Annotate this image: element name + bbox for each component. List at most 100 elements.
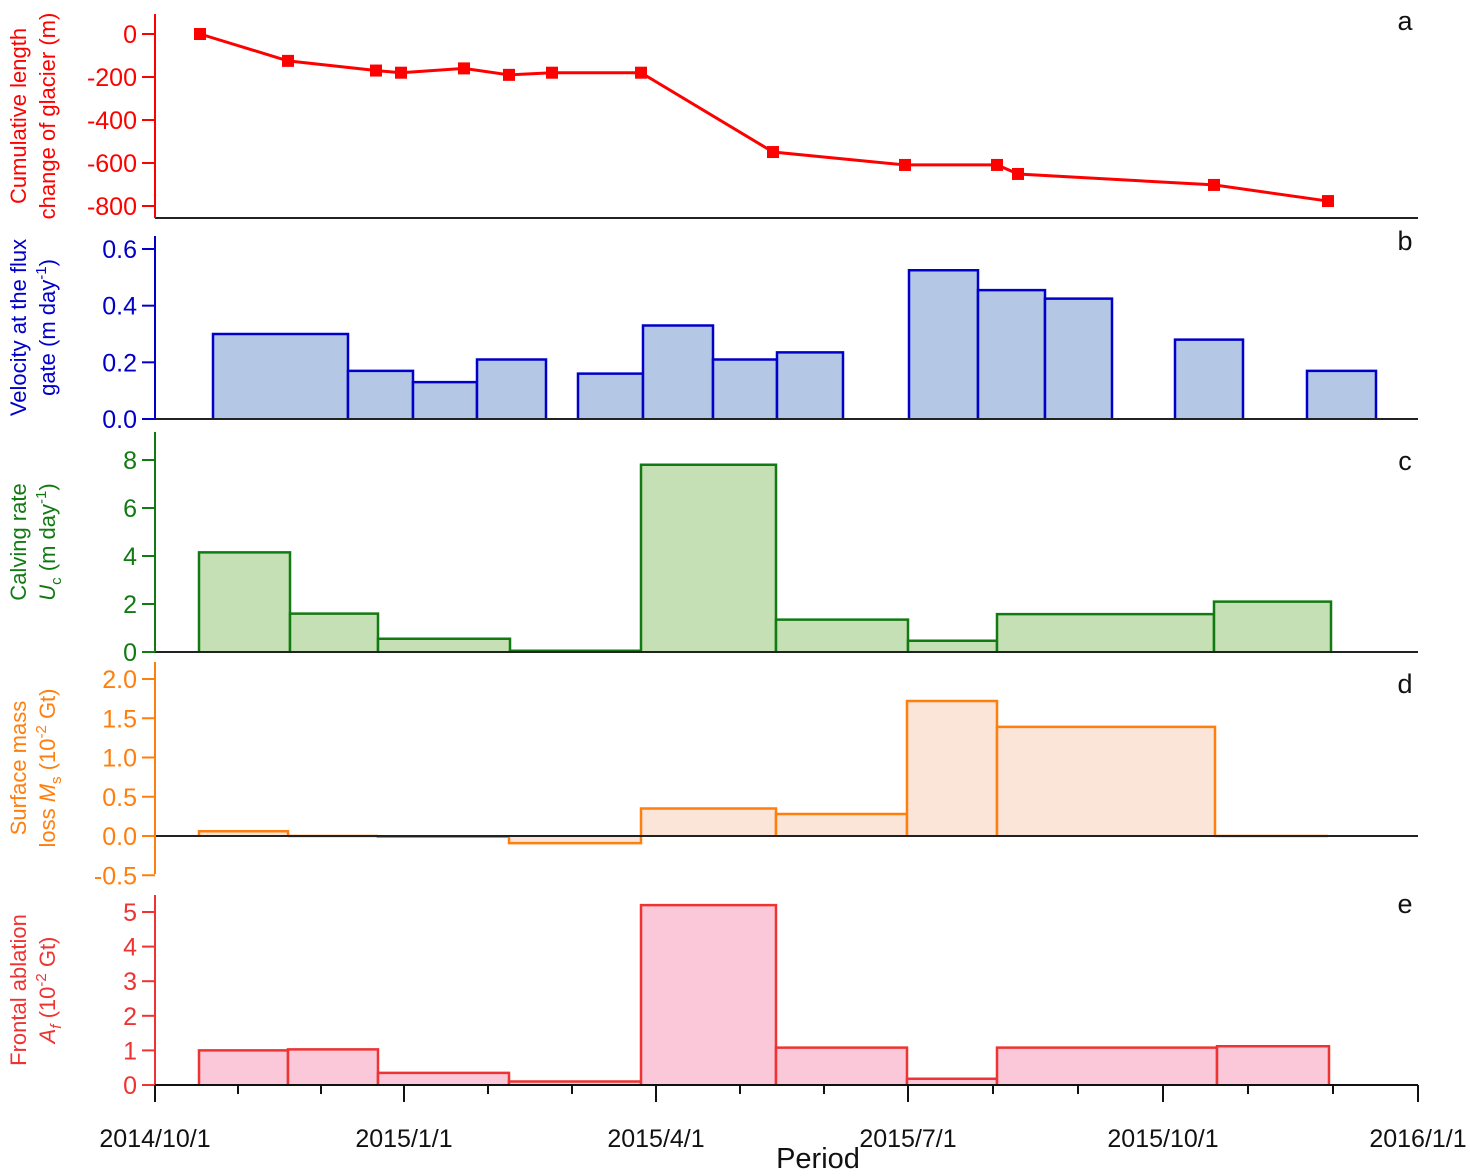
y-tick-label: 0 bbox=[123, 21, 137, 49]
data-marker bbox=[546, 66, 558, 79]
y-axis-label: Cumulative length bbox=[6, 28, 31, 204]
data-marker bbox=[1012, 167, 1024, 180]
data-marker bbox=[458, 62, 470, 75]
panel-c: 0 2 4 6 8 Calving rate Uc (m day-1) c bbox=[6, 432, 1418, 667]
data-marker bbox=[503, 68, 515, 81]
bar bbox=[713, 359, 777, 419]
y-axis-label: Af (10-2 Gt) bbox=[33, 937, 65, 1046]
data-marker bbox=[899, 158, 911, 171]
y-tick-label: 1.5 bbox=[102, 705, 137, 733]
bar bbox=[199, 831, 288, 836]
y-tick-label: 0.6 bbox=[102, 236, 137, 264]
y-tick-label: 0 bbox=[123, 1072, 137, 1100]
x-tick-label: 2015/4/1 bbox=[607, 1125, 704, 1153]
y-tick-label: 4 bbox=[123, 934, 137, 962]
bar bbox=[641, 905, 776, 1085]
bar bbox=[908, 640, 997, 652]
data-marker bbox=[1208, 178, 1220, 191]
bar bbox=[997, 726, 1215, 836]
bar bbox=[509, 1081, 641, 1085]
panel-e: 0 1 2 3 4 5 Frontal ablation Af (10-2 Gt) e bbox=[6, 889, 1418, 1100]
bar bbox=[578, 373, 643, 419]
y-tick-label: 2.0 bbox=[102, 666, 137, 694]
y-tick-label: 6 bbox=[123, 495, 137, 523]
y-tick-label: 2 bbox=[123, 591, 137, 619]
bar bbox=[997, 1047, 1217, 1085]
bar bbox=[909, 270, 978, 419]
length-change-line bbox=[199, 32, 1329, 203]
y-tick-label: 0.4 bbox=[102, 293, 137, 321]
bar bbox=[213, 334, 348, 419]
panel-letter: d bbox=[1397, 669, 1412, 699]
x-axis: 2014/10/1 2015/1/1 2015/4/1 2015/7/1 2015/10… bbox=[99, 1084, 1467, 1175]
bar bbox=[907, 700, 997, 836]
bar bbox=[199, 1050, 288, 1085]
bar bbox=[199, 552, 290, 652]
bar bbox=[348, 370, 413, 419]
y-tick-label: -600 bbox=[87, 150, 137, 178]
bar bbox=[477, 359, 546, 419]
bar bbox=[907, 1078, 997, 1085]
y-tick-label: 4 bbox=[123, 543, 137, 571]
data-marker bbox=[194, 28, 206, 40]
y-axis-label: gate (m day-1) bbox=[33, 259, 60, 396]
bar bbox=[641, 808, 776, 836]
x-tick-label: 2014/10/1 bbox=[99, 1125, 210, 1153]
data-marker bbox=[395, 66, 407, 79]
x-tick-label: 2015/10/1 bbox=[1107, 1125, 1218, 1153]
panel-letter: c bbox=[1398, 446, 1412, 476]
y-axis-label: loss Ms (10-2 Gt) bbox=[33, 688, 65, 847]
bar bbox=[777, 352, 843, 419]
x-tick-label: 2015/1/1 bbox=[355, 1125, 452, 1153]
panel-d: -0.5 0.0 0.5 1.0 1.5 2.0 Surface mass loss Ms (… bbox=[6, 662, 1418, 890]
y-axis-label: Frontal ablation bbox=[6, 914, 31, 1066]
data-marker bbox=[767, 146, 779, 159]
bar bbox=[978, 290, 1045, 419]
y-tick-label: -800 bbox=[87, 193, 137, 221]
x-tick-label: 2015/7/1 bbox=[859, 1125, 956, 1153]
bar bbox=[288, 1049, 378, 1085]
bar bbox=[641, 464, 776, 652]
y-tick-label: -0.5 bbox=[94, 862, 137, 890]
y-axis-label: change of glacier (m) bbox=[35, 13, 60, 220]
bar bbox=[1217, 1046, 1329, 1085]
bar bbox=[1045, 298, 1112, 419]
bar bbox=[997, 614, 1214, 652]
bar bbox=[378, 638, 510, 652]
y-tick-label: 8 bbox=[123, 447, 137, 475]
data-marker bbox=[991, 158, 1003, 171]
bar bbox=[776, 619, 908, 652]
y-tick-label: 3 bbox=[123, 968, 137, 996]
y-axis-label: Calving rate bbox=[6, 483, 31, 600]
panel-a: 0 -200 -400 -600 -800 Cumulative length change… bbox=[6, 6, 1418, 221]
bar bbox=[643, 325, 713, 419]
y-axis-label: Velocity at the flux bbox=[6, 239, 31, 416]
y-tick-label: 2 bbox=[123, 1003, 137, 1031]
bar bbox=[776, 814, 907, 836]
data-marker bbox=[1322, 195, 1334, 208]
y-tick-label: 0.0 bbox=[102, 823, 137, 851]
y-tick-label: 1 bbox=[123, 1037, 137, 1065]
y-tick-label: -400 bbox=[87, 107, 137, 135]
panel-letter: a bbox=[1397, 6, 1413, 36]
data-marker bbox=[370, 64, 382, 77]
y-tick-label: -200 bbox=[87, 64, 137, 92]
bar bbox=[776, 1047, 907, 1085]
x-axis-title: Period bbox=[776, 1143, 860, 1171]
panel-letter: b bbox=[1397, 226, 1412, 256]
bar bbox=[290, 613, 378, 652]
bar bbox=[378, 1072, 509, 1085]
bar bbox=[1175, 339, 1243, 419]
y-axis-label: Surface mass bbox=[6, 701, 31, 836]
bar bbox=[413, 382, 477, 419]
panel-b: 0.0 0.2 0.4 0.6 Velocity at the flux gate (m … bbox=[6, 226, 1418, 434]
y-axis-label: Uc (m day-1) bbox=[33, 483, 65, 600]
bar bbox=[509, 836, 641, 844]
y-tick-label: 5 bbox=[123, 899, 137, 927]
y-tick-label: 0.2 bbox=[102, 349, 137, 377]
y-tick-label: 0.5 bbox=[102, 784, 137, 812]
panel-letter: e bbox=[1397, 889, 1412, 919]
bar bbox=[1307, 370, 1376, 419]
y-tick-label: 0 bbox=[123, 639, 137, 667]
